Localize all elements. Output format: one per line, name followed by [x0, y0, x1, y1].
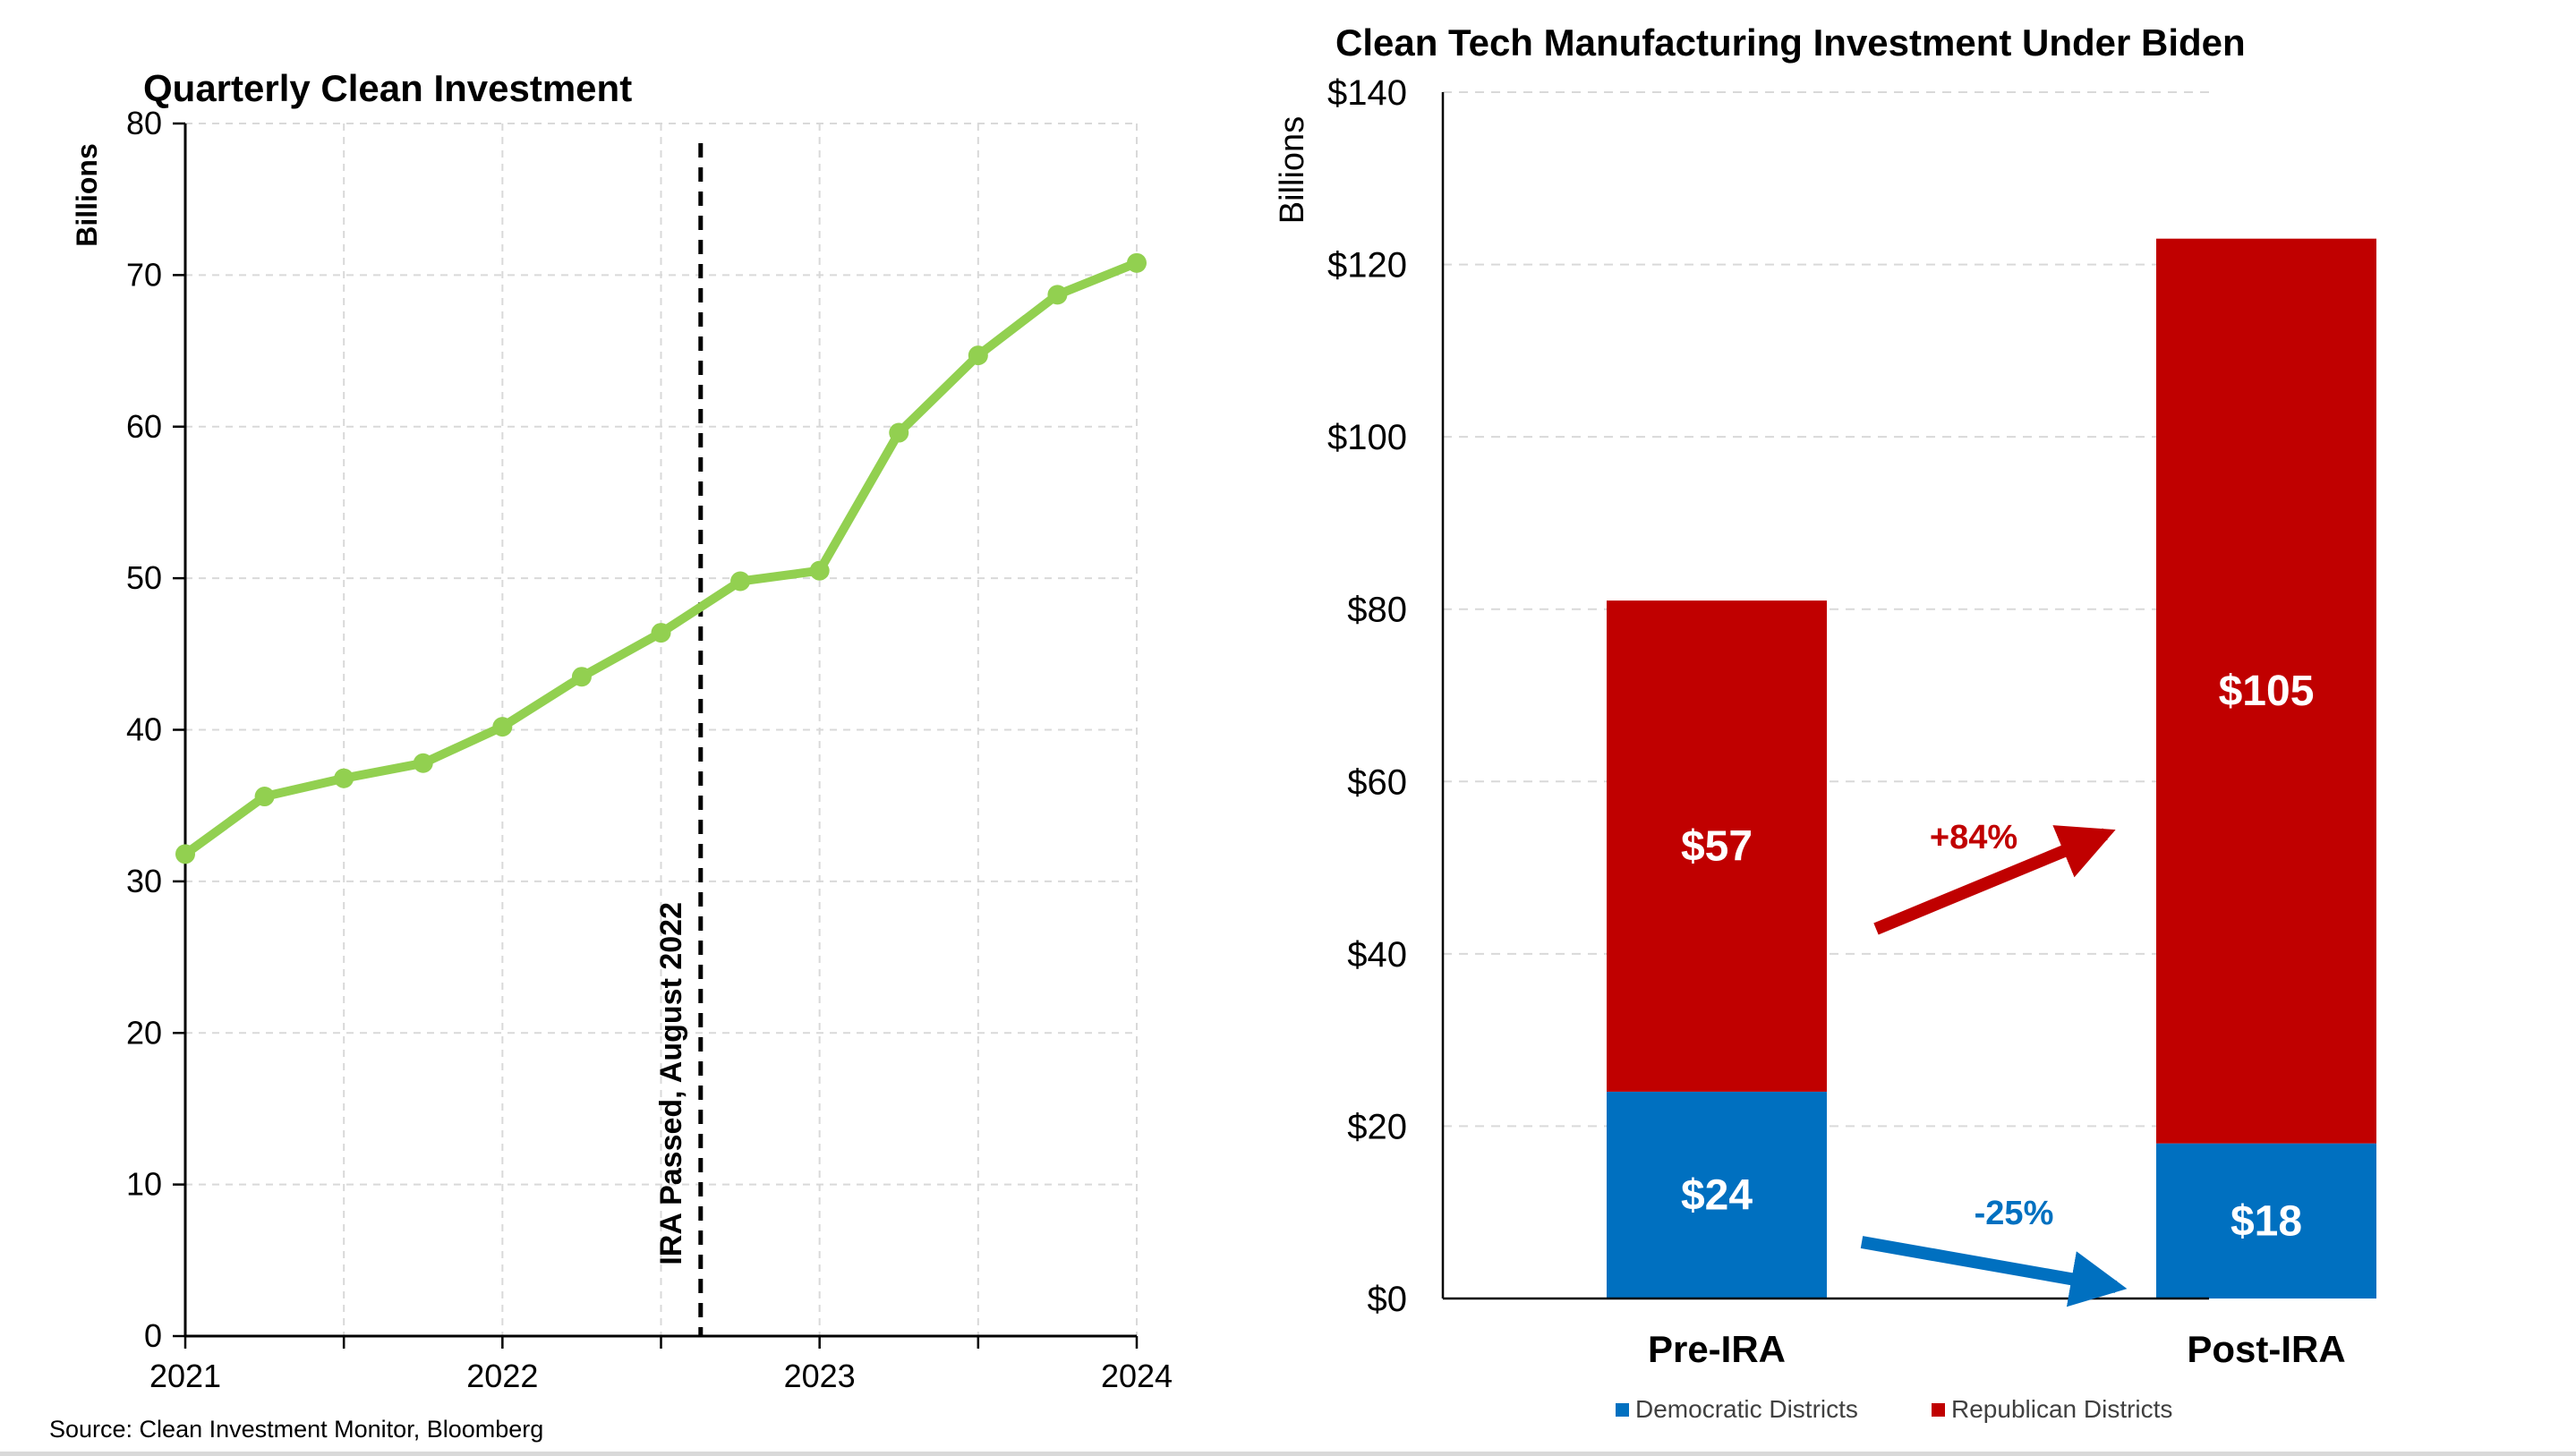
- y-tick-label: 20: [126, 1014, 162, 1051]
- data-point: [334, 768, 354, 788]
- y-tick-label: 50: [126, 559, 162, 596]
- bar-chart-legend: Democratic Districts Republican Districts: [1616, 1395, 2172, 1423]
- line-chart: Quarterly Clean Investment Billions 0 10 2…: [71, 67, 1173, 1394]
- y-tick-label: $80: [1347, 591, 1407, 630]
- y-tick-label: 40: [126, 711, 162, 748]
- bar-segment: [1607, 1091, 1827, 1298]
- data-point: [651, 623, 671, 643]
- bar-chart-ylabel: Billions: [1274, 116, 1311, 224]
- y-tick-label: $20: [1347, 1107, 1407, 1146]
- bar-data-label: $105: [2219, 668, 2315, 715]
- bar-chart-title: Clean Tech Manufacturing Investment Unde…: [1335, 21, 2246, 64]
- y-tick-label: 0: [144, 1317, 162, 1354]
- bar-segment: [2156, 1143, 2376, 1298]
- y-tick-label: $120: [1327, 246, 1407, 285]
- bar-chart-categories: Pre-IRA Post-IRA: [1648, 1328, 2346, 1370]
- data-point: [571, 667, 592, 687]
- data-point: [492, 717, 513, 737]
- data-point: [413, 753, 433, 773]
- increase-arrow: [1873, 825, 2116, 935]
- decrease-label: -25%: [1975, 1195, 2054, 1232]
- x-tick-label: 2021: [149, 1358, 221, 1394]
- data-point: [254, 787, 275, 807]
- decrease-arrow: [1860, 1236, 2128, 1307]
- category-label: Pre-IRA: [1648, 1328, 1786, 1370]
- ira-passed-label: IRA Passed, August 2022: [654, 902, 688, 1265]
- bar-data-label: $18: [2231, 1197, 2302, 1245]
- line-chart-x-ticks: 2021 2022 2023 2024: [149, 1358, 1173, 1394]
- x-tick-label: 2024: [1101, 1358, 1173, 1394]
- legend-swatch: [1932, 1403, 1945, 1417]
- line-chart-title: Quarterly Clean Investment: [143, 67, 632, 109]
- data-point: [1047, 285, 1068, 305]
- stacked-bar-chart: Clean Tech Manufacturing Investment Unde…: [1274, 21, 2376, 1423]
- y-tick-label: 10: [126, 1166, 162, 1203]
- y-tick-label: $40: [1347, 935, 1407, 975]
- y-tick-label: $0: [1368, 1280, 1408, 1319]
- y-tick-label: $140: [1327, 73, 1407, 113]
- y-tick-label: $60: [1347, 762, 1407, 802]
- data-point: [809, 560, 830, 581]
- data-point: [175, 844, 195, 864]
- x-tick-label: 2022: [466, 1358, 538, 1394]
- x-tick-label: 2023: [784, 1358, 856, 1394]
- line-chart-grid: [185, 123, 1138, 1336]
- bar-segment: [2156, 238, 2376, 1144]
- y-tick-label: $100: [1327, 418, 1407, 457]
- increase-label: +84%: [1930, 819, 2017, 856]
- bottom-rule: [0, 1452, 2576, 1456]
- line-chart-axes: [173, 122, 1139, 1349]
- legend-label: Democratic Districts: [1635, 1395, 1858, 1423]
- legend-swatch: [1616, 1403, 1629, 1417]
- data-point: [889, 422, 909, 443]
- data-point: [968, 345, 988, 366]
- bar-chart-bars: $24 $57 $18 $105: [1607, 238, 2376, 1298]
- data-point: [730, 571, 751, 592]
- bar-data-label: $57: [1681, 823, 1753, 871]
- bar-chart-annotations: +84% -25%: [1860, 819, 2128, 1307]
- y-tick-label: 30: [126, 863, 162, 899]
- line-chart-y-ticks: 0 10 20 30 40 50 60 70 80: [126, 105, 162, 1354]
- bar-segment: [1607, 600, 1827, 1092]
- ira-annotation: IRA Passed, August 2022: [654, 143, 704, 1336]
- data-point: [1127, 252, 1147, 273]
- source-note: Source: Clean Investment Monitor, Bloomb…: [49, 1416, 543, 1443]
- line-series: [175, 252, 1147, 864]
- y-tick-label: 60: [126, 408, 162, 445]
- y-tick-label: 80: [126, 105, 162, 141]
- bar-data-label: $24: [1681, 1171, 1753, 1219]
- line-chart-ylabel: Billions: [71, 143, 103, 247]
- y-tick-label: 70: [126, 256, 162, 293]
- legend-label: Republican Districts: [1951, 1395, 2172, 1423]
- bar-chart-y-ticks: $0 $20 $40 $60 $80 $100 $120 $140: [1327, 73, 1407, 1319]
- category-label: Post-IRA: [2187, 1328, 2345, 1370]
